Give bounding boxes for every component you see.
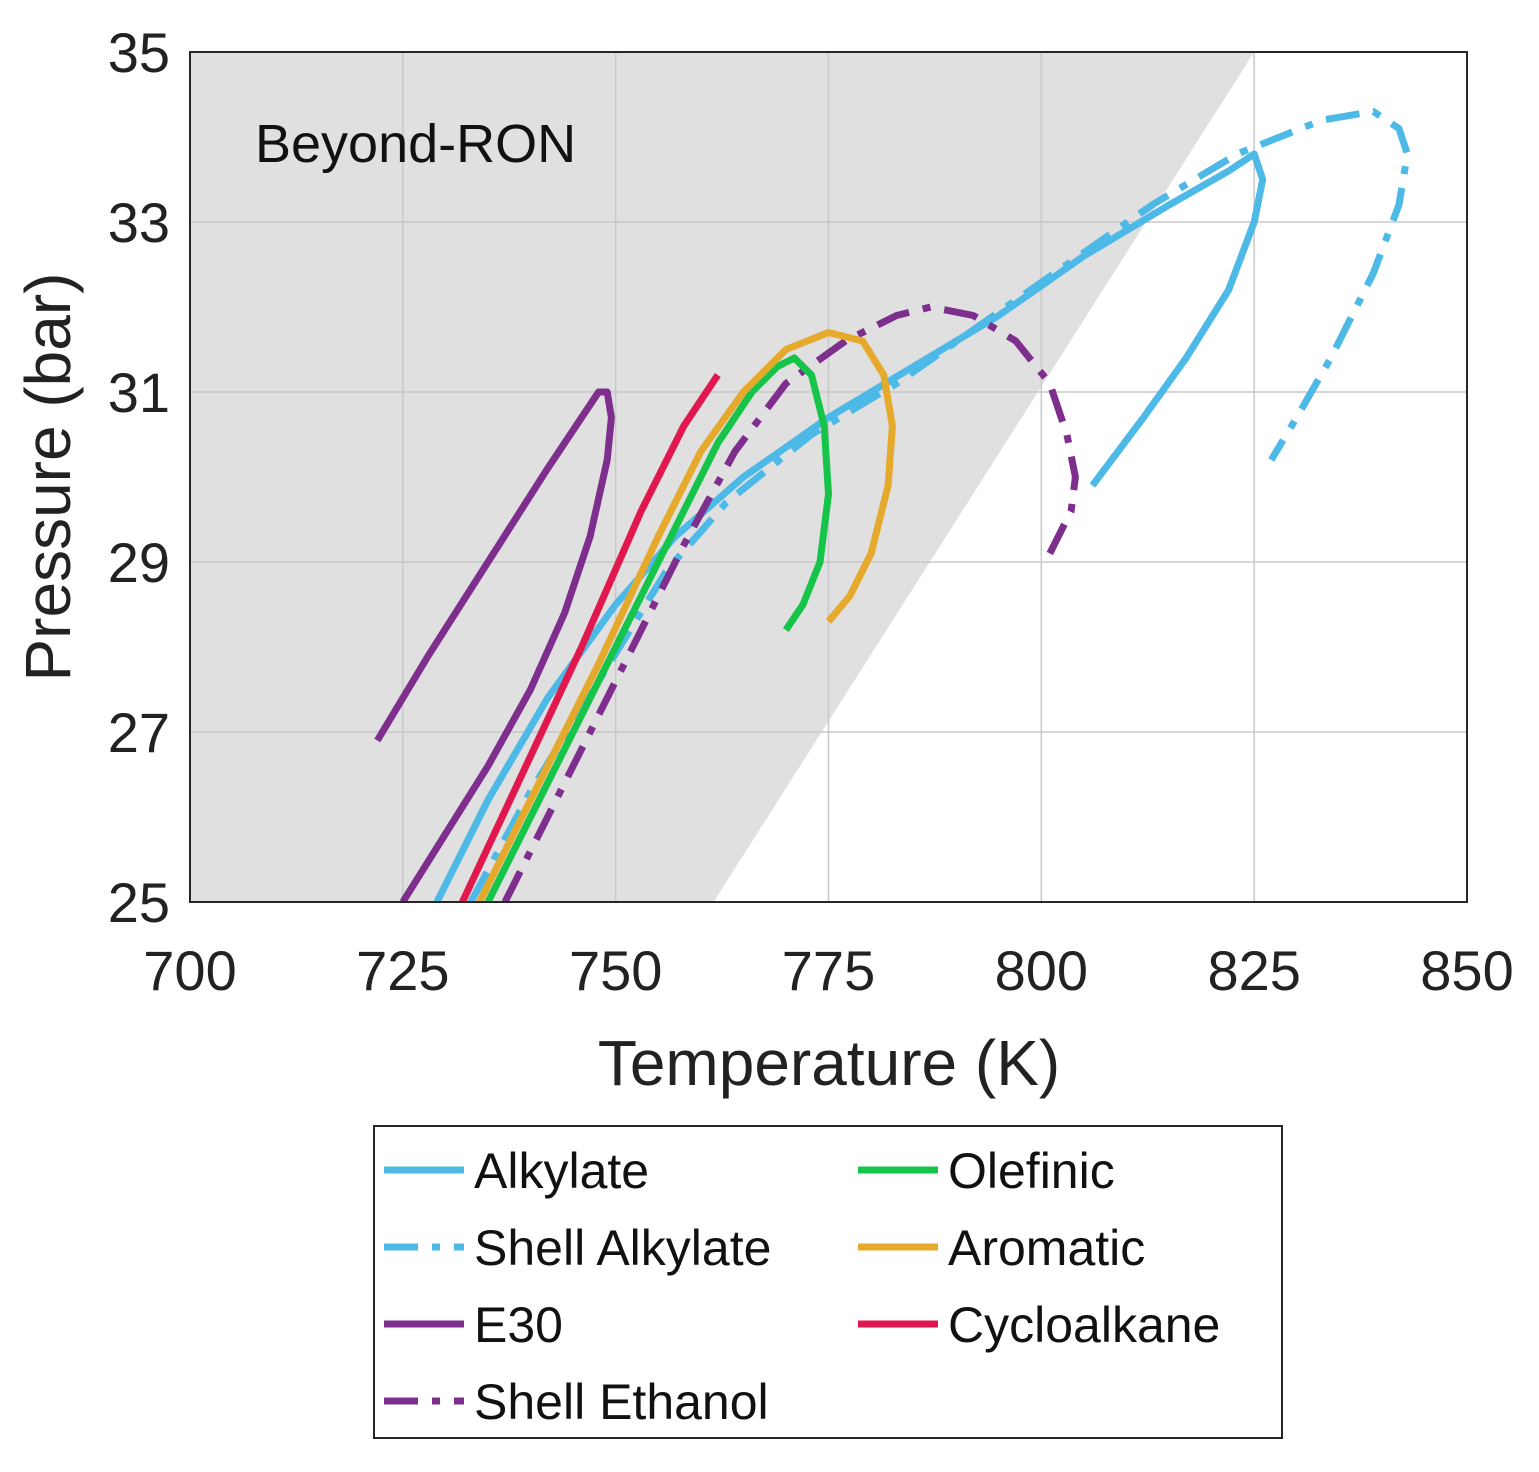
legend-label: Cycloalkane bbox=[948, 1297, 1220, 1353]
y-tick-label: 29 bbox=[108, 531, 170, 594]
y-tick-label: 33 bbox=[108, 191, 170, 254]
y-tick-label: 25 bbox=[108, 871, 170, 934]
series-line-olefinic bbox=[484, 354, 832, 902]
x-axis-label: Temperature (K) bbox=[598, 1027, 1060, 1099]
legend-label: E30 bbox=[474, 1297, 563, 1353]
x-tick-label: 850 bbox=[1420, 939, 1513, 1002]
legend-label: Olefinic bbox=[948, 1143, 1115, 1199]
legend-item-olefinic: Olefinic bbox=[858, 1143, 1115, 1199]
y-tick-label: 27 bbox=[108, 701, 170, 764]
x-tick-label: 800 bbox=[995, 939, 1088, 1002]
series-line-aromatic bbox=[476, 329, 896, 902]
beyond-ron-region bbox=[190, 52, 1255, 902]
legend-item-cycloalkane: Cycloalkane bbox=[858, 1297, 1220, 1353]
legend-item-e30: E30 bbox=[384, 1297, 563, 1353]
legend: Alkylate Shell Alkylate E30 Shell Ethanol Ol… bbox=[373, 1125, 1283, 1439]
legend-box bbox=[373, 1125, 1283, 1439]
legend-label: Aromatic bbox=[948, 1220, 1145, 1276]
plot-frame bbox=[189, 51, 1468, 903]
x-tick-label: 725 bbox=[356, 939, 449, 1002]
legend-label: Shell Ethanol bbox=[474, 1374, 769, 1430]
series-line-e30 bbox=[374, 388, 615, 902]
legend-label: Alkylate bbox=[474, 1143, 649, 1199]
y-tick-label: 31 bbox=[108, 361, 170, 424]
y-tick-label: 35 bbox=[108, 21, 170, 84]
y-axis-label: Pressure (bar) bbox=[12, 273, 84, 682]
legend-item-alkylate: Alkylate bbox=[384, 1143, 649, 1199]
series-line-shell-ethanol bbox=[501, 303, 1079, 902]
legend-item-aromatic: Aromatic bbox=[858, 1220, 1145, 1276]
legend-item-shell-ethanol: Shell Ethanol bbox=[384, 1374, 769, 1430]
x-tick-label: 775 bbox=[782, 939, 875, 1002]
series-line-cycloalkane bbox=[459, 373, 721, 902]
x-tick-label: 750 bbox=[569, 939, 662, 1002]
x-tick-label: 825 bbox=[1207, 939, 1300, 1002]
region-label: Beyond-RON bbox=[255, 114, 576, 174]
legend-label: Shell Alkylate bbox=[474, 1220, 771, 1276]
legend-item-shell-alkylate: Shell Alkylate bbox=[384, 1220, 771, 1276]
x-tick-label: 700 bbox=[143, 939, 236, 1002]
